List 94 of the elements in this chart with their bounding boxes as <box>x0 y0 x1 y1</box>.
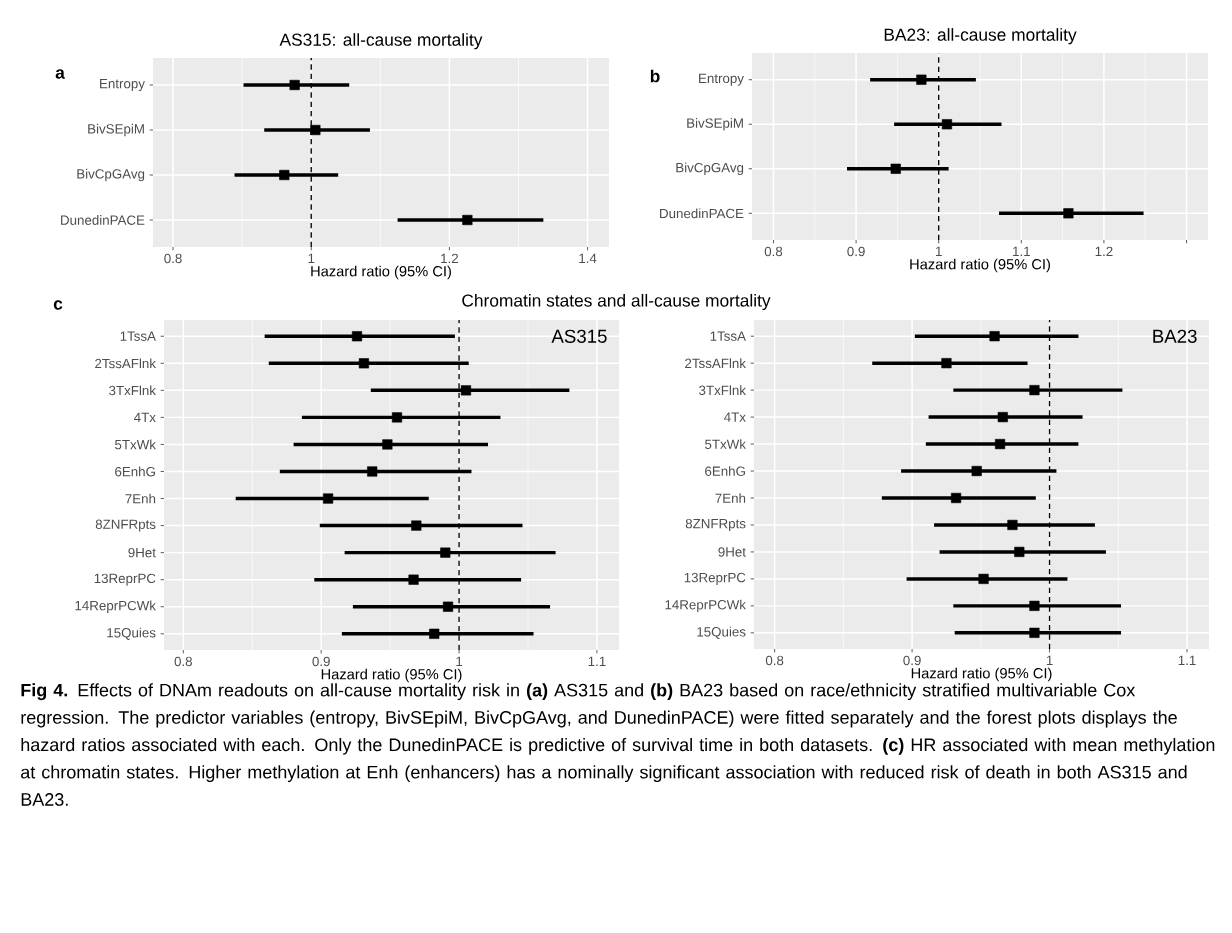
x-tick-label: 0.9 <box>903 655 921 666</box>
point <box>442 601 454 612</box>
point <box>1029 627 1040 638</box>
y-tick-label: 5TxWk <box>705 439 746 449</box>
point <box>429 628 440 639</box>
point <box>1029 600 1040 611</box>
y-tick-label: DunedinPACE <box>660 208 744 219</box>
point <box>367 466 378 477</box>
y-tick-label: 14ReprPCWk <box>665 599 746 613</box>
x-tick-label: 0.8 <box>164 253 182 264</box>
point <box>978 573 989 584</box>
x-tick-label: 0.9 <box>312 656 330 667</box>
x-axis-title: Hazard ratio (95% CI) <box>911 667 1052 682</box>
point <box>411 520 422 531</box>
y-tick-label: 15Quies <box>107 627 156 640</box>
y-tick-label: DunedinPACE <box>61 215 145 225</box>
x-tick-label: 1.2 <box>441 253 459 264</box>
y-tick-label: BivSEpiM <box>88 123 144 137</box>
y-tick-label: 1TssA <box>120 331 156 341</box>
y-tick-label: 3TxFlnk <box>109 385 156 396</box>
point <box>408 574 419 585</box>
point <box>916 74 927 85</box>
y-tick-label: BivCpGAvg <box>77 168 145 182</box>
y-tick-label: BivSEpiM <box>687 118 743 131</box>
y-tick-label: Entropy <box>100 79 145 91</box>
y-tick-label: 13ReprPC <box>94 573 156 586</box>
point <box>289 79 300 91</box>
y-tick-label: 8ZNFRpts <box>95 519 156 532</box>
x-tick-label: 1.2 <box>1095 246 1113 257</box>
y-tick-label: 7Enh <box>715 493 746 503</box>
point <box>1063 208 1074 219</box>
point <box>310 124 321 136</box>
x-axis-title: Hazard ratio (95% CI) <box>321 668 462 683</box>
x-axis-title: Hazard ratio (95% CI) <box>910 258 1050 273</box>
point <box>971 465 982 477</box>
x-tick-label: 0.8 <box>174 656 192 667</box>
text: b <box>650 69 660 83</box>
text: c <box>53 300 63 310</box>
y-tick-label: 2TssAFlnk <box>685 358 746 369</box>
point <box>391 412 403 423</box>
x-tick-label: 1.1 <box>1178 655 1196 665</box>
x-tick-label: 0.8 <box>764 246 783 257</box>
point <box>1014 546 1025 557</box>
x-tick-label: 0.8 <box>765 655 784 666</box>
point <box>951 492 962 504</box>
y-tick-label: Entropy <box>699 73 744 86</box>
y-tick-label: 4Tx <box>134 412 156 422</box>
annotation: BA23 <box>1153 329 1197 343</box>
y-tick-label: 4Tx <box>724 412 746 422</box>
x-tick-label: 1.1 <box>588 656 606 666</box>
y-tick-label: 7Enh <box>125 493 156 504</box>
point <box>890 163 901 174</box>
x-tick-label: 1 <box>456 656 463 666</box>
point <box>351 331 363 342</box>
point <box>323 493 334 504</box>
point <box>358 358 369 369</box>
x-tick-label: 1 <box>936 246 942 256</box>
point <box>462 214 473 226</box>
point <box>941 119 953 130</box>
y-tick-label: 13ReprPC <box>684 572 746 585</box>
point <box>995 438 1006 450</box>
x-tick-label: 0.9 <box>847 246 865 257</box>
point <box>941 358 952 369</box>
y-tick-label: 15Quies <box>697 626 746 639</box>
y-tick-label: 1TssA <box>710 331 746 341</box>
y-tick-label: 14ReprPCWk <box>75 600 156 613</box>
point <box>382 439 393 450</box>
point <box>279 169 290 181</box>
point <box>440 547 451 558</box>
y-tick-label: 6EnhG <box>705 466 745 476</box>
point <box>1029 385 1040 396</box>
x-axis-title: Hazard ratio (95% CI) <box>311 265 451 280</box>
x-tick-label: 1 <box>1046 655 1053 665</box>
y-tick-label: 5TxWk <box>115 439 156 450</box>
point <box>989 331 1000 342</box>
x-tick-label: 1 <box>308 253 315 263</box>
chart-title: BA23: all-cause mortality <box>884 28 1077 45</box>
point <box>460 385 472 396</box>
x-tick-label: 1.4 <box>579 253 597 263</box>
y-tick-label: BivCpGAvg <box>676 162 744 175</box>
y-tick-label: 9Het <box>128 547 156 558</box>
point <box>997 412 1008 423</box>
x-tick-label: 1.1 <box>1013 246 1030 256</box>
y-tick-label: 8ZNFRpts <box>685 518 746 531</box>
y-tick-label: 6EnhG <box>115 466 155 477</box>
y-tick-label: 3TxFlnk <box>699 385 746 396</box>
text: Fig 4. Effects of DNAm readouts on all-cause mortality risk in (a) AS315 and (b) BA23 based on race/ethnicity stratified multivariable Cox regression. The predictor variables (entropy, BivSEpiM, BivCpGAvg, and DunedinPACE) were fitted separately and the forest plots displays the hazard ratios associated with each. Only the DunedinPACE is predictive of survival time in both datasets. (c) HR associated with mean methylation at chromatin states. Higher methylation at Enh (enhancers) has a nominally significant association with reduced risk of death in both AS315 and BA23. <box>21 683 1215 806</box>
chart-title: AS315: all-cause mortality <box>279 33 483 50</box>
annotation: AS315 <box>551 329 607 343</box>
point <box>1007 519 1018 531</box>
chart-title: Chromatin states and all-cause mortality <box>462 293 771 311</box>
y-tick-label: 9Het <box>718 547 746 557</box>
y-tick-label: 2TssAFlnk <box>95 358 156 369</box>
text: a <box>55 69 65 79</box>
